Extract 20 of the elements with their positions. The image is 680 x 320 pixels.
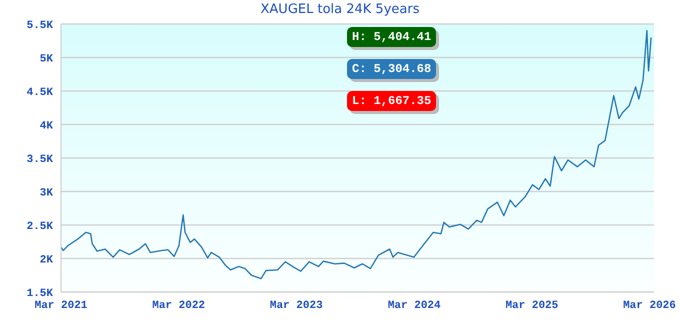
line-series bbox=[61, 30, 652, 280]
y-tick-label: 4K bbox=[40, 120, 54, 132]
y-tick-label: 1.5K bbox=[26, 288, 54, 300]
y-tick-label: 4.5K bbox=[26, 86, 54, 99]
annotation: L: 1,667.35 bbox=[347, 91, 436, 111]
x-tick-label: Mar 2022 bbox=[152, 300, 206, 312]
x-tick-label: Mar 2021 bbox=[34, 300, 88, 312]
annotation: C: 5,304.68 bbox=[347, 59, 436, 79]
y-tick-label: 3K bbox=[40, 187, 54, 200]
y-tick-label: 5.5K bbox=[26, 20, 54, 32]
y-tick-label: 2.5K bbox=[26, 220, 54, 233]
chart-title: XAUGEL tola 24K 5years bbox=[260, 2, 420, 17]
x-tick-label: Mar 2023 bbox=[270, 300, 324, 312]
y-tick-label: 2K bbox=[40, 254, 54, 266]
x-tick-label: Mar 2025 bbox=[505, 300, 559, 312]
y-tick-label: 5K bbox=[40, 53, 54, 66]
y-tick-label: 3.5K bbox=[26, 154, 54, 166]
x-tick-label: Mar 2026 bbox=[623, 300, 676, 312]
x-tick-label: Mar 2024 bbox=[388, 300, 442, 312]
annotation: H: 5,404.41 bbox=[347, 27, 436, 47]
